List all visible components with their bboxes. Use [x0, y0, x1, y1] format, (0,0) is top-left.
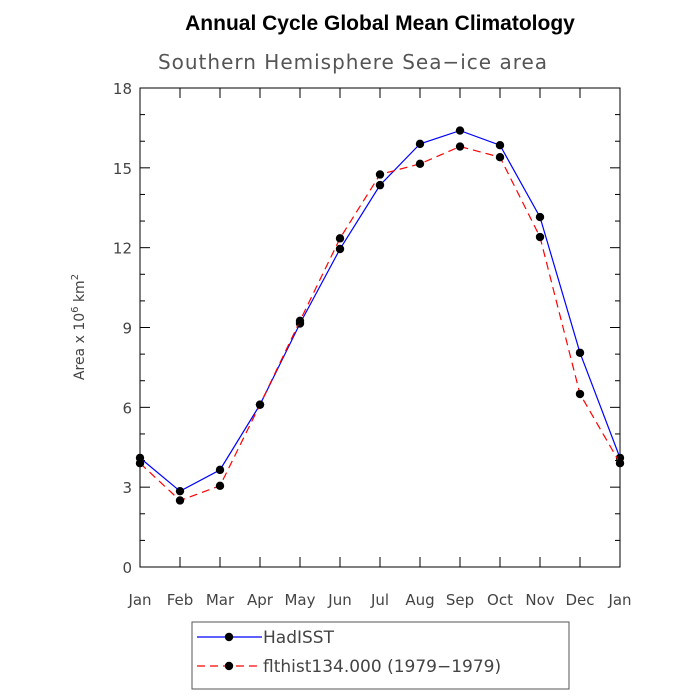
x-tick-label: Feb	[167, 591, 194, 609]
legend-box	[191, 621, 570, 690]
series-1-point	[335, 234, 345, 243]
series-1-point	[255, 400, 265, 409]
x-tick-label: Jan	[127, 591, 151, 609]
axis-ticks	[139, 87, 621, 568]
y-axis-label-exponent-2: 2	[70, 274, 81, 280]
y-axis-label: Area x 106 km2	[70, 274, 88, 380]
x-tick-label: Dec	[565, 591, 594, 609]
series-0-point	[535, 212, 545, 222]
svg-text:Area x 106 km2: Area x 106 km2	[70, 274, 88, 380]
series-1-point	[295, 316, 305, 326]
legend-marker-0	[224, 632, 234, 642]
x-tick-label: May	[284, 591, 315, 609]
y-tick-label: 15	[113, 160, 132, 178]
y-axis-label-exponent-1: 6	[70, 306, 81, 312]
y-tick-label: 0	[122, 559, 132, 577]
series-1-point	[575, 389, 585, 399]
series-1-point	[375, 170, 385, 179]
legend-marker-1	[224, 661, 234, 671]
y-tick-label: 6	[122, 399, 132, 417]
x-tick-label: Aug	[405, 591, 434, 609]
x-tick-label: Apr	[247, 591, 274, 609]
x-tick-label: Jul	[370, 591, 389, 609]
tick-labels: 0 3 6 9 12 15 18 Jan Feb Mar Apr May Jun Jul Aug Sep Oct…	[113, 80, 632, 609]
y-tick-label: 18	[113, 80, 132, 98]
x-tick-label: Mar	[206, 591, 235, 609]
chart-subtitle: Southern Hemisphere Sea−ice area	[158, 50, 548, 74]
series-line-1	[139, 145, 621, 502]
series-0-point	[335, 244, 345, 254]
series-0-point	[175, 486, 185, 496]
y-tick-label: 3	[122, 479, 132, 497]
series-0-point	[575, 348, 585, 357]
x-tick-label: Jun	[327, 591, 351, 609]
series-0-point	[455, 126, 465, 135]
y-axis-label-unit: km	[72, 280, 88, 306]
series-0-point	[375, 180, 385, 190]
legend-label-0: HadISST	[263, 628, 335, 648]
series-0-point	[495, 141, 505, 150]
plot-frame	[139, 87, 621, 568]
series-0-point	[415, 139, 425, 149]
y-tick-label: 9	[122, 320, 132, 338]
y-tick-label: 12	[113, 240, 132, 258]
series-layer	[135, 126, 625, 505]
x-tick-label: Nov	[525, 591, 554, 609]
y-axis-label-prefix: Area x 10	[72, 313, 88, 380]
x-tick-label: Jan	[607, 591, 631, 609]
series-0-point	[215, 465, 225, 475]
series-1-point	[415, 159, 425, 169]
series-1-point	[215, 481, 225, 491]
x-tick-label: Sep	[446, 591, 474, 609]
x-tick-label: Oct	[487, 591, 513, 609]
series-1-point	[495, 152, 505, 162]
legend: HadISST flthist134.000 (1979−1979)	[191, 621, 570, 690]
series-1-point	[535, 232, 545, 242]
series-1-point	[455, 142, 465, 151]
series-1-point	[175, 496, 185, 505]
legend-label-1: flthist134.000 (1979−1979)	[263, 657, 501, 677]
chart-title: Annual Cycle Global Mean Climatology	[185, 12, 575, 35]
